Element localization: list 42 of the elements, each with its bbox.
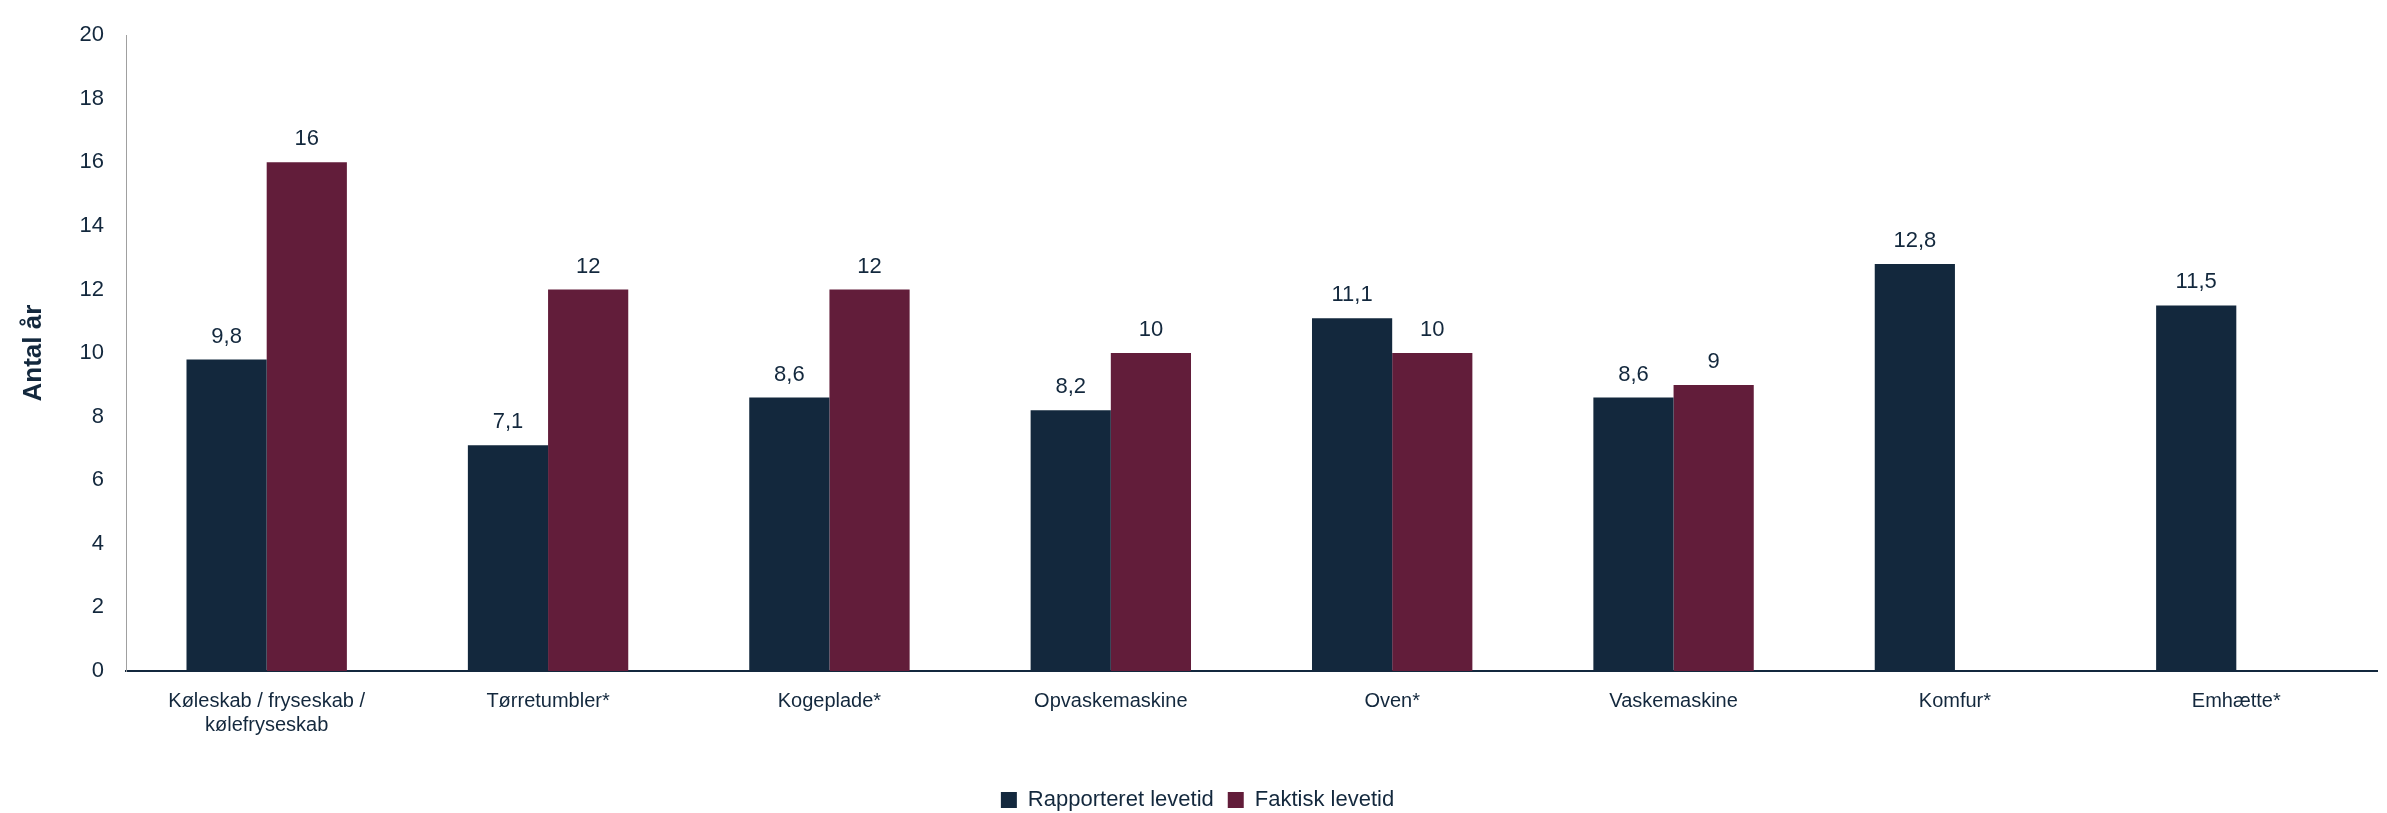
data-label: 16	[294, 125, 320, 151]
bar	[829, 289, 910, 671]
y-tick-label: 16	[79, 148, 104, 174]
bar	[1673, 384, 1754, 671]
x-tick-label: Emhætte*	[2191, 688, 2281, 711]
y-tick-label: 2	[91, 593, 104, 619]
data-label: 8,6	[1618, 360, 1649, 386]
x-tick-label: Opvaskemaskine	[1034, 688, 1188, 711]
x-tick-label: Oven*	[1364, 688, 1421, 711]
bar	[266, 162, 347, 671]
y-tick-label: 10	[79, 339, 104, 365]
data-label: 8,6	[774, 360, 805, 386]
y-tick-label: 0	[91, 657, 104, 683]
data-label: 7,1	[492, 408, 524, 434]
data-label: 12	[857, 252, 882, 278]
y-tick-label: 12	[79, 275, 104, 301]
legend-label: Faktisk levetid	[1254, 786, 1395, 812]
bar	[1110, 353, 1191, 671]
x-tick-label: Komfur*	[1918, 688, 1992, 711]
data-label: 11,1	[1331, 281, 1373, 307]
y-tick-label: 14	[79, 212, 104, 237]
y-tick-label: 6	[91, 466, 104, 492]
x-tick-label: Vaskemaskine	[1609, 688, 1738, 711]
x-tick-label: Tørretumbler*	[486, 688, 610, 711]
data-label: 8,2	[1055, 373, 1087, 399]
data-label: 9,8	[211, 322, 242, 348]
y-tick-label: 20	[79, 21, 104, 47]
x-tick-label: Køleskab / fryseskab / kølefryseskab	[168, 688, 366, 735]
y-axis-title: Antal år	[16, 304, 47, 402]
data-label: 12,8	[1893, 227, 1937, 253]
bar	[1392, 353, 1473, 671]
data-label: 10	[1138, 316, 1164, 342]
y-tick-label: 4	[91, 529, 104, 555]
legend-label: Rapporteret levetid	[1027, 786, 1214, 812]
y-tick-label: 18	[79, 84, 104, 110]
bar	[548, 289, 629, 671]
data-label: 9	[1707, 347, 1720, 373]
data-label: 10	[1420, 316, 1445, 342]
y-tick-label: 8	[91, 402, 104, 428]
data-label: 11,5	[2175, 268, 2217, 294]
data-label: 12	[575, 252, 601, 278]
x-tick-label: Kogeplade*	[777, 688, 882, 711]
